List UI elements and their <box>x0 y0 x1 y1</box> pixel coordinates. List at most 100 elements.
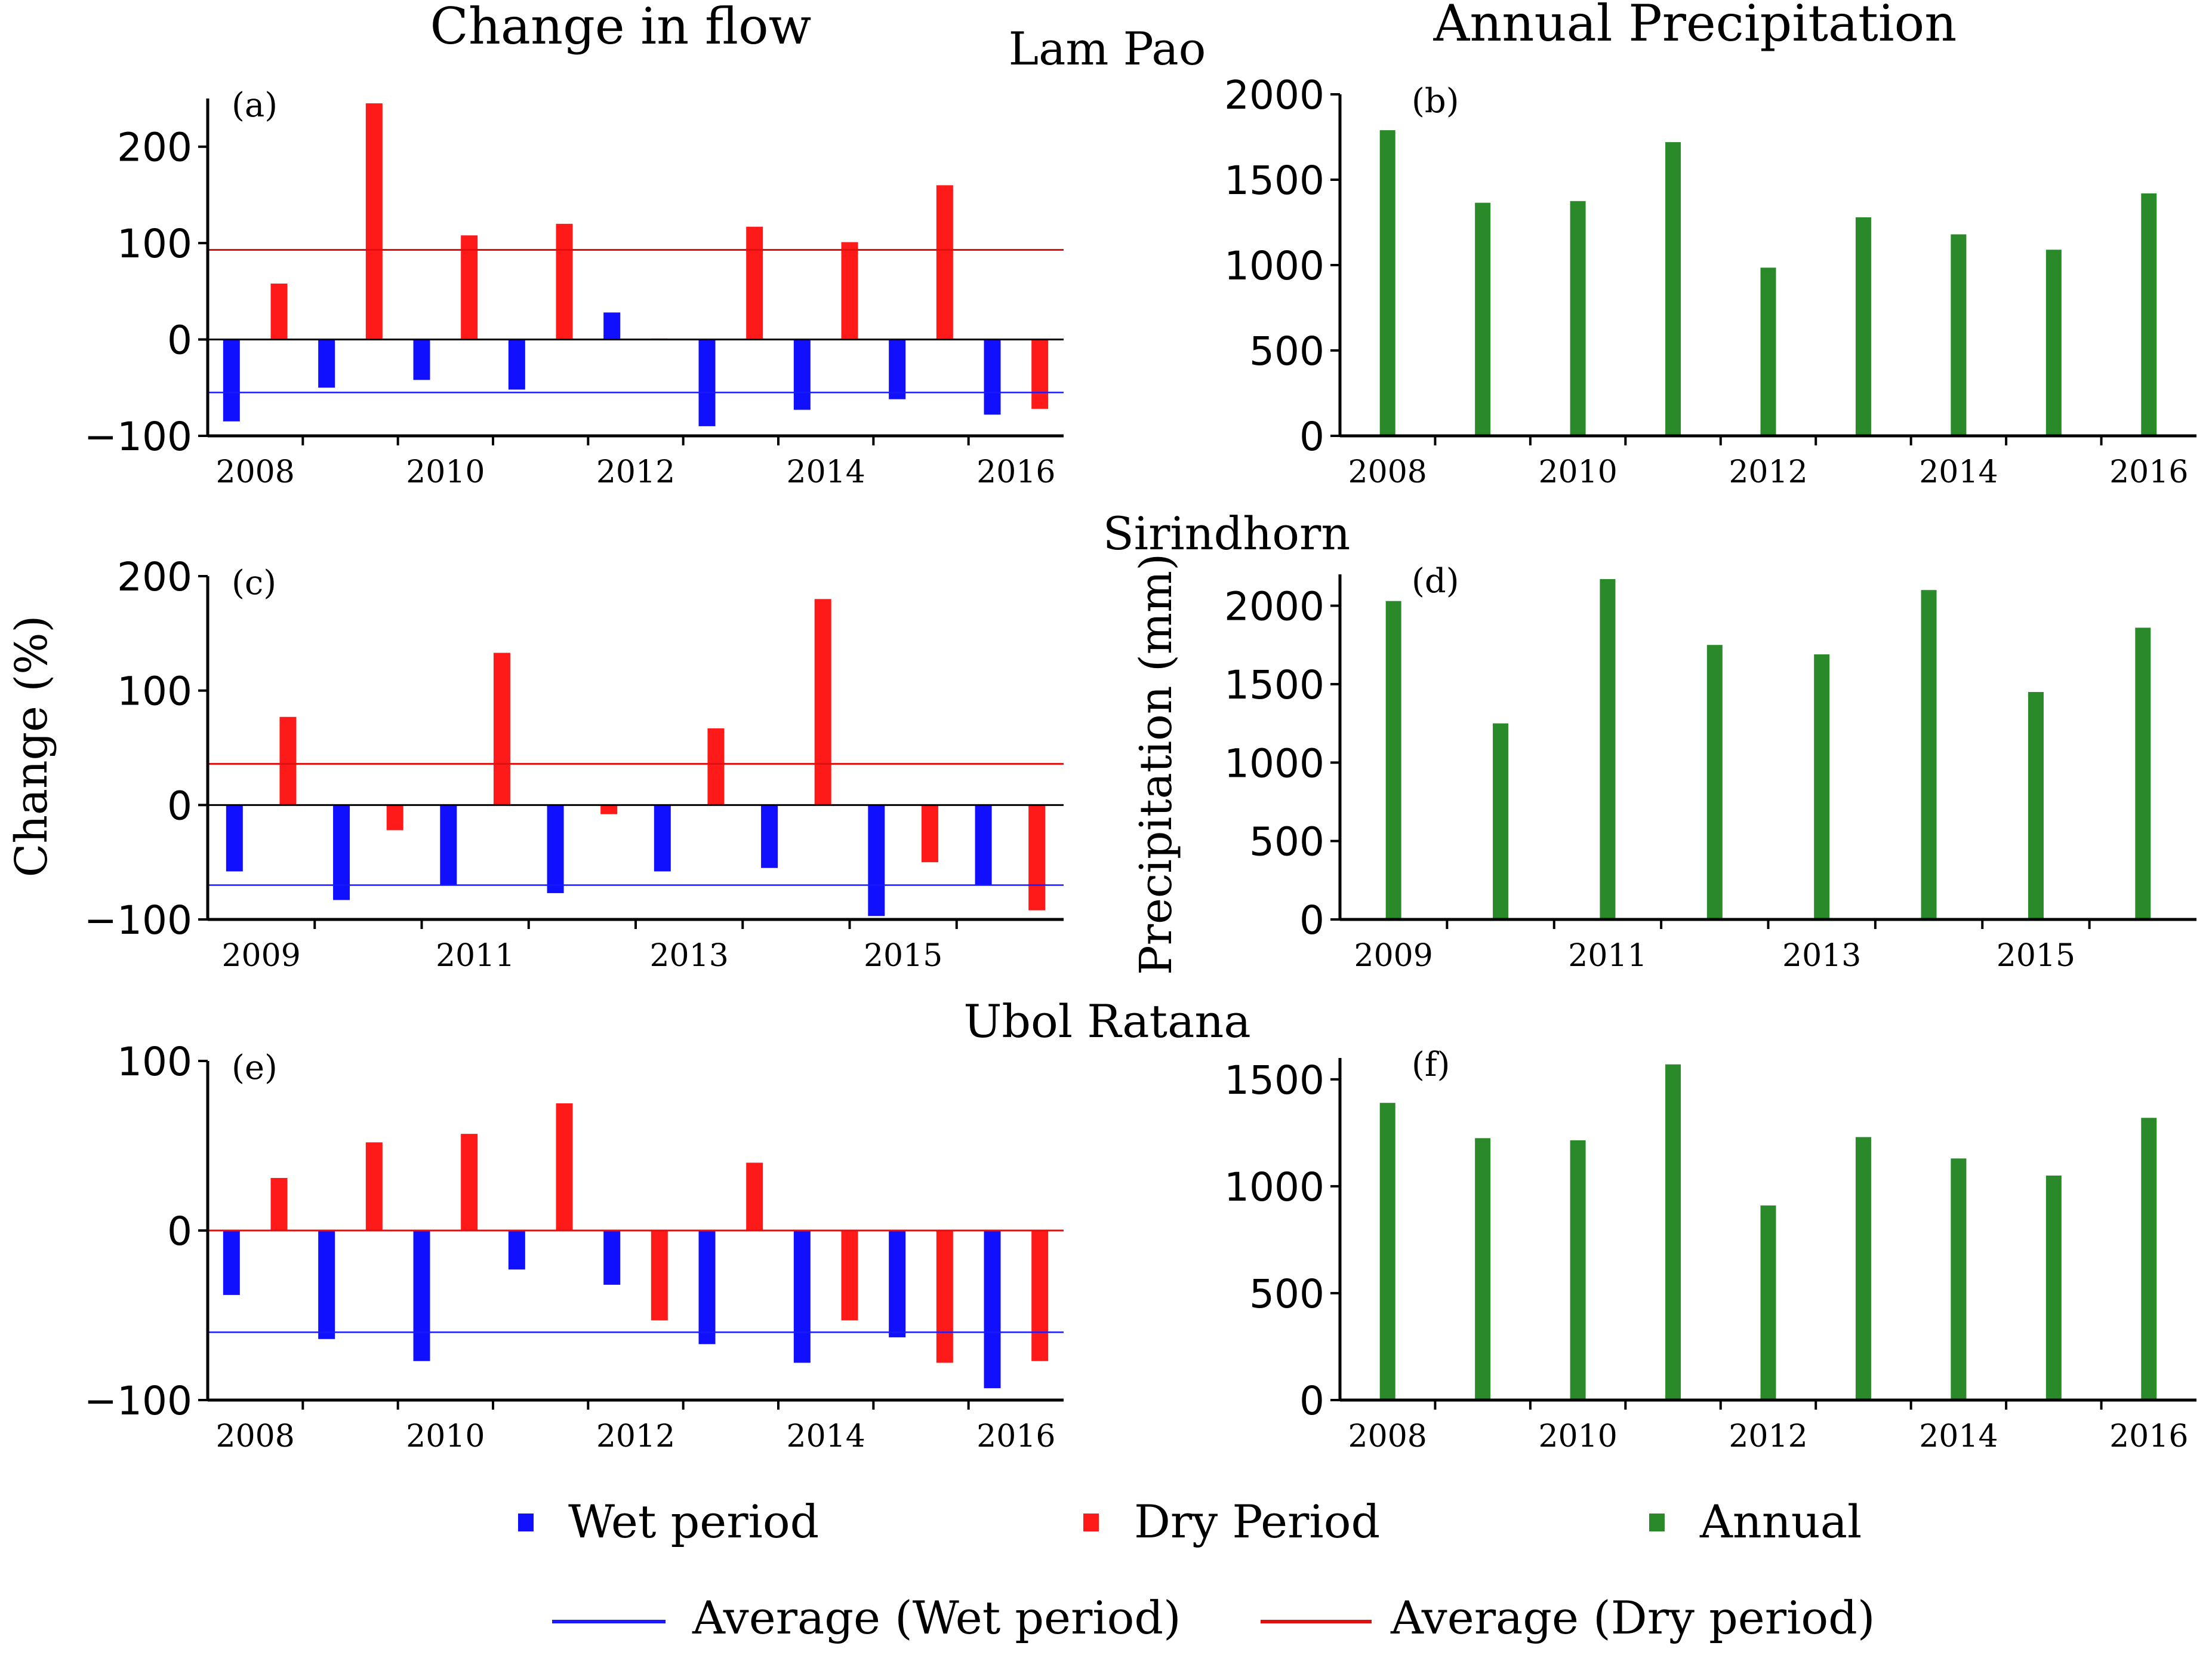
bar-annual-2011 <box>1665 1064 1681 1400</box>
x-tick-label: 2012 <box>596 1419 675 1454</box>
bar-annual-2015 <box>2045 1175 2062 1400</box>
bar-wet-2008 <box>223 339 240 422</box>
bar-annual-2016 <box>2135 627 2151 919</box>
panel-label: (b) <box>1412 82 1459 121</box>
x-tick-label: 2014 <box>786 1419 865 1454</box>
bar-annual-2013 <box>1855 1137 1871 1400</box>
bar-dry-2010 <box>461 235 478 340</box>
x-tick-label: 2008 <box>215 454 294 490</box>
bar-wet-2014 <box>793 1231 811 1363</box>
bar-annual-2014 <box>1951 1158 1967 1400</box>
panel-label: (f) <box>1412 1045 1450 1084</box>
bar-wet-2014 <box>761 805 778 868</box>
y-tick-label: 0 <box>167 1208 192 1254</box>
y-tick-label: 500 <box>1249 819 1324 865</box>
x-tick-label: 2016 <box>2109 1419 2188 1454</box>
bar-wet-2013 <box>654 805 671 872</box>
bar-dry-2012 <box>651 1231 668 1321</box>
legend-dry-swatch <box>1083 1514 1099 1531</box>
x-tick-label: 2010 <box>406 1419 485 1454</box>
y-tick-label: 100 <box>117 669 192 715</box>
bar-dry-2015 <box>936 185 953 340</box>
station-title-lam-pao: Lam Pao <box>1009 22 1206 75</box>
y-tick-label: 100 <box>117 1039 192 1085</box>
x-tick-label: 2013 <box>1782 938 1861 974</box>
x-tick-label: 2010 <box>1538 454 1617 490</box>
left-column-title: Change in flow <box>430 0 812 56</box>
bar-wet-2012 <box>603 1231 621 1285</box>
y-tick-label: 1500 <box>1224 1057 1324 1103</box>
y-tick-label: 2000 <box>1224 72 1324 118</box>
bar-wet-2009 <box>226 805 243 872</box>
panel-e: −100 0 100 2008 2010 2012 2014 2016 (e) <box>84 1039 1064 1454</box>
bar-wet-2011 <box>508 339 525 390</box>
bar-dry-2014 <box>841 1231 858 1321</box>
bar-dry-2013 <box>746 1162 763 1231</box>
bar-dry-2011 <box>493 653 510 805</box>
bar-wet-2015 <box>889 339 906 399</box>
bar-annual-2013 <box>1855 217 1871 436</box>
y-tick-label: 1000 <box>1224 1164 1324 1210</box>
panel-label: (c) <box>232 564 276 602</box>
x-tick-label: 2009 <box>221 938 300 974</box>
bar-dry-2014 <box>814 599 831 805</box>
bar-annual-2009 <box>1385 601 1401 919</box>
station-title-ubol-ratana: Ubol Ratana <box>963 995 1250 1048</box>
bar-wet-2009 <box>318 1231 335 1339</box>
bar-dry-2010 <box>461 1134 478 1231</box>
bar-wet-2012 <box>547 805 564 893</box>
y-tick-label: 100 <box>117 221 192 267</box>
x-tick-label: 2008 <box>1348 1419 1427 1454</box>
x-tick-label: 2012 <box>1729 454 1807 490</box>
panel-label: (d) <box>1412 562 1459 601</box>
bar-annual-2012 <box>1760 267 1776 436</box>
bar-annual-2013 <box>1814 654 1830 919</box>
legend-dry-avg-label: Average (Dry period) <box>1390 1591 1875 1644</box>
bar-annual-2012 <box>1706 645 1723 919</box>
y-tick-label: 0 <box>167 783 192 829</box>
bar-wet-2008 <box>223 1231 240 1295</box>
x-tick-label: 2015 <box>1997 938 2075 974</box>
y-tick-label: 200 <box>117 554 192 600</box>
legend-dry-label: Dry Period <box>1134 1495 1380 1548</box>
bar-dry-2016 <box>1031 339 1049 409</box>
legend-wet-swatch <box>518 1514 534 1531</box>
panel-f: 0 500 1000 1500 2008 2010 2012 2014 2016 (f) <box>1224 1045 2196 1454</box>
bar-dry-2013 <box>707 728 725 805</box>
bar-wet-2011 <box>508 1231 525 1270</box>
legend-annual-swatch <box>1649 1514 1665 1531</box>
bar-wet-2012 <box>603 312 621 340</box>
bar-dry-2016 <box>1028 805 1046 910</box>
bar-dry-2008 <box>270 283 288 340</box>
x-tick-label: 2010 <box>406 454 485 490</box>
bar-annual-2014 <box>1951 234 1967 436</box>
legend-wet-label: Wet period <box>568 1495 819 1548</box>
y-tick-label: 1500 <box>1224 662 1324 708</box>
bar-annual-2012 <box>1760 1205 1776 1400</box>
bar-dry-2016 <box>1031 1231 1049 1361</box>
bar-annual-2009 <box>1475 1138 1491 1400</box>
y-tick-label: 500 <box>1249 1271 1324 1317</box>
x-tick-label: 2014 <box>786 454 865 490</box>
bar-annual-2008 <box>1379 1103 1395 1400</box>
bar-annual-2010 <box>1570 201 1586 436</box>
x-tick-label: 2011 <box>1568 938 1647 974</box>
x-tick-label: 2012 <box>596 454 675 490</box>
bar-wet-2015 <box>868 805 885 916</box>
x-tick-label: 2008 <box>215 1419 294 1454</box>
y-tick-label: 1000 <box>1224 740 1324 786</box>
y-tick-label: −100 <box>84 1378 192 1424</box>
bar-dry-2008 <box>270 1177 288 1231</box>
bar-annual-2011 <box>1600 579 1616 919</box>
bar-dry-2011 <box>556 1103 573 1231</box>
x-tick-label: 2013 <box>649 938 728 974</box>
y-tick-label: 1000 <box>1224 243 1324 289</box>
bar-wet-2015 <box>889 1231 906 1337</box>
y-tick-label: −100 <box>84 897 192 943</box>
y-tick-label: 500 <box>1249 328 1324 374</box>
bar-wet-2010 <box>413 339 430 380</box>
bar-annual-2010 <box>1570 1140 1586 1400</box>
bar-wet-2014 <box>793 339 811 410</box>
bar-wet-2016 <box>984 1231 1001 1389</box>
